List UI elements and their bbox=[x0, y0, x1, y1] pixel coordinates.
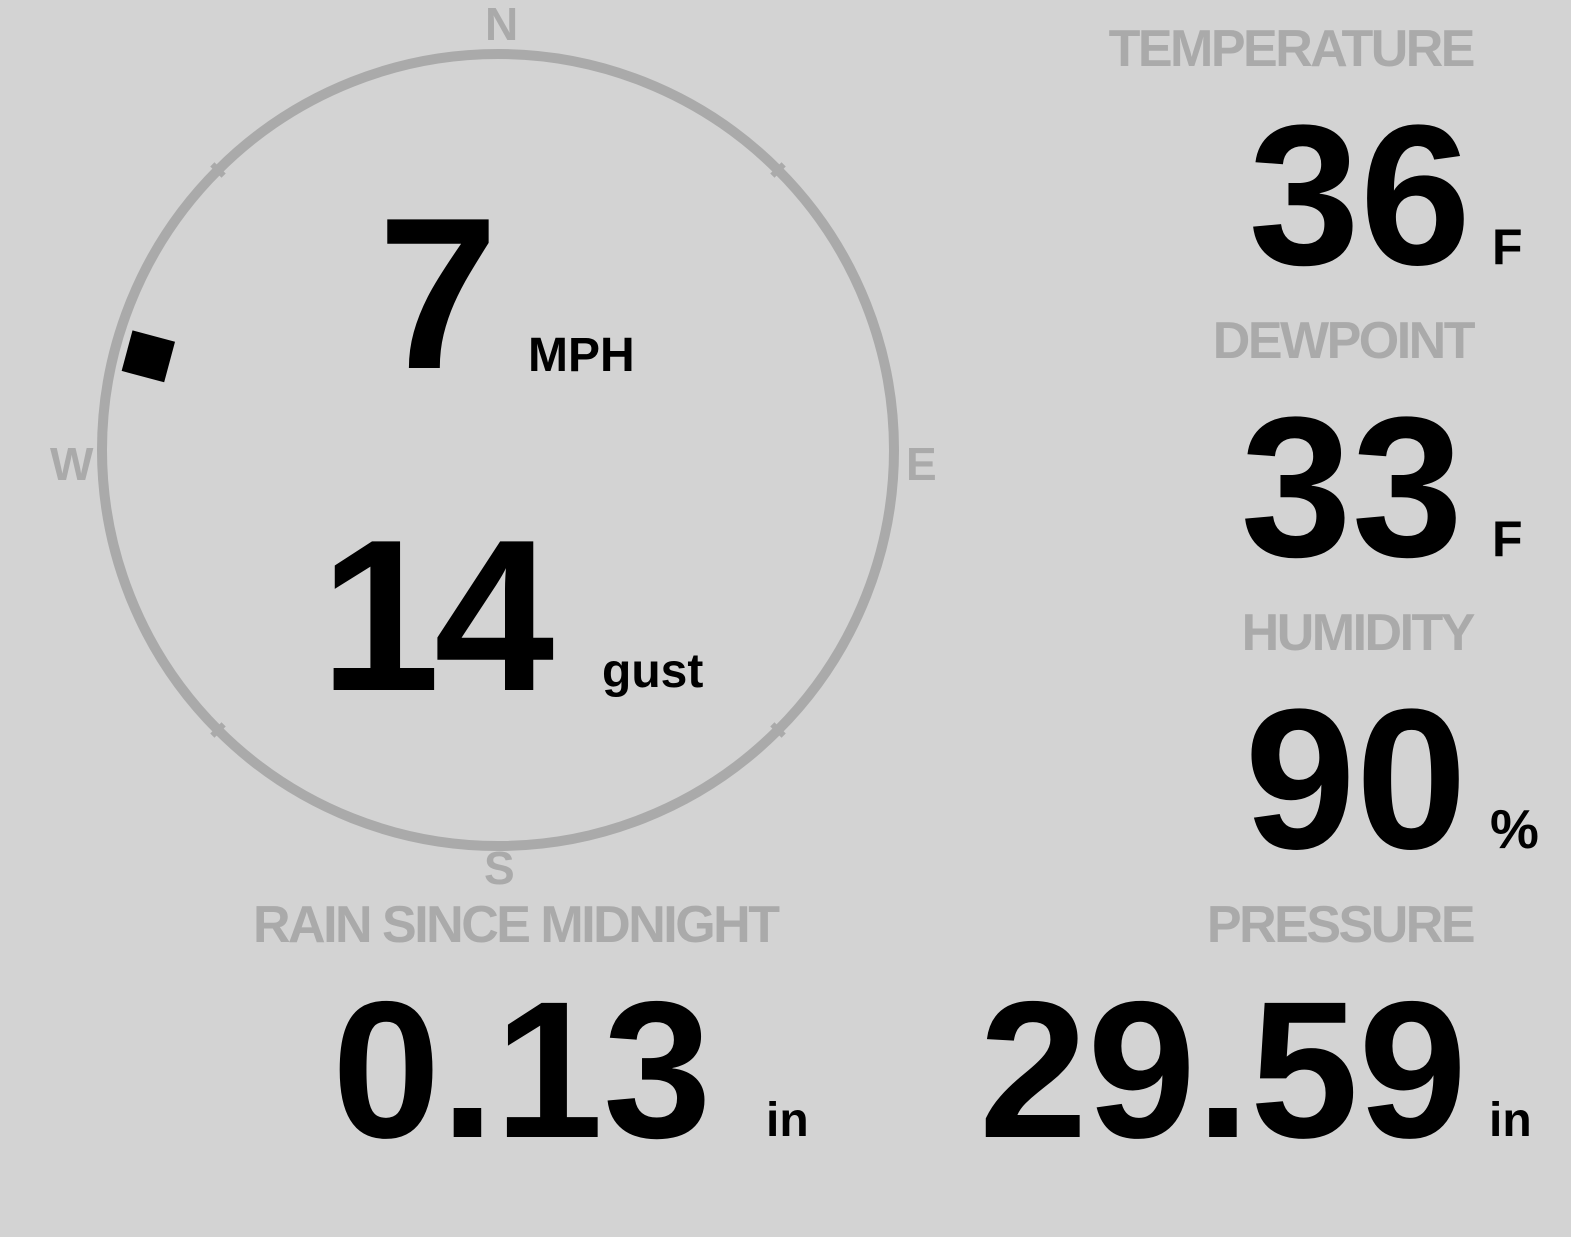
pressure-unit: in bbox=[1489, 1094, 1532, 1147]
wind-direction-marker bbox=[121, 330, 176, 383]
compass-ring bbox=[97, 49, 899, 851]
pressure-value: 29.59 bbox=[979, 961, 1467, 1179]
compass-west-label: W bbox=[50, 438, 94, 490]
compass-tick bbox=[210, 722, 226, 738]
wind-gust-unit: gust bbox=[602, 645, 704, 698]
compass-north-label: N bbox=[485, 0, 519, 50]
rain-value: 0.13 bbox=[332, 961, 712, 1179]
compass-tick bbox=[770, 162, 786, 178]
humidity-value: 90 bbox=[1244, 668, 1467, 891]
dewpoint-unit: F bbox=[1492, 511, 1523, 567]
rain-unit: in bbox=[766, 1094, 809, 1147]
dewpoint-label: DEWPOINT bbox=[1212, 312, 1476, 370]
wind-gust-value: 14 bbox=[320, 494, 554, 736]
wind-speed-value: 7 bbox=[378, 172, 499, 414]
wind-speed-unit: MPH bbox=[528, 329, 635, 382]
pressure-label: PRESSURE bbox=[1206, 896, 1476, 954]
humidity-label: HUMIDITY bbox=[1241, 604, 1476, 662]
temperature-value: 36 bbox=[1248, 84, 1471, 307]
compass-south-label: S bbox=[484, 842, 515, 894]
rain-label: RAIN SINCE MIDNIGHT bbox=[253, 896, 780, 954]
temperature-label: TEMPERATURE bbox=[1108, 20, 1476, 78]
temperature-unit: F bbox=[1492, 219, 1523, 275]
compass-tick bbox=[770, 722, 786, 738]
compass-tick bbox=[210, 162, 226, 178]
dewpoint-value: 33 bbox=[1240, 376, 1463, 599]
humidity-unit: % bbox=[1490, 798, 1539, 860]
compass-east-label: E bbox=[906, 438, 937, 490]
